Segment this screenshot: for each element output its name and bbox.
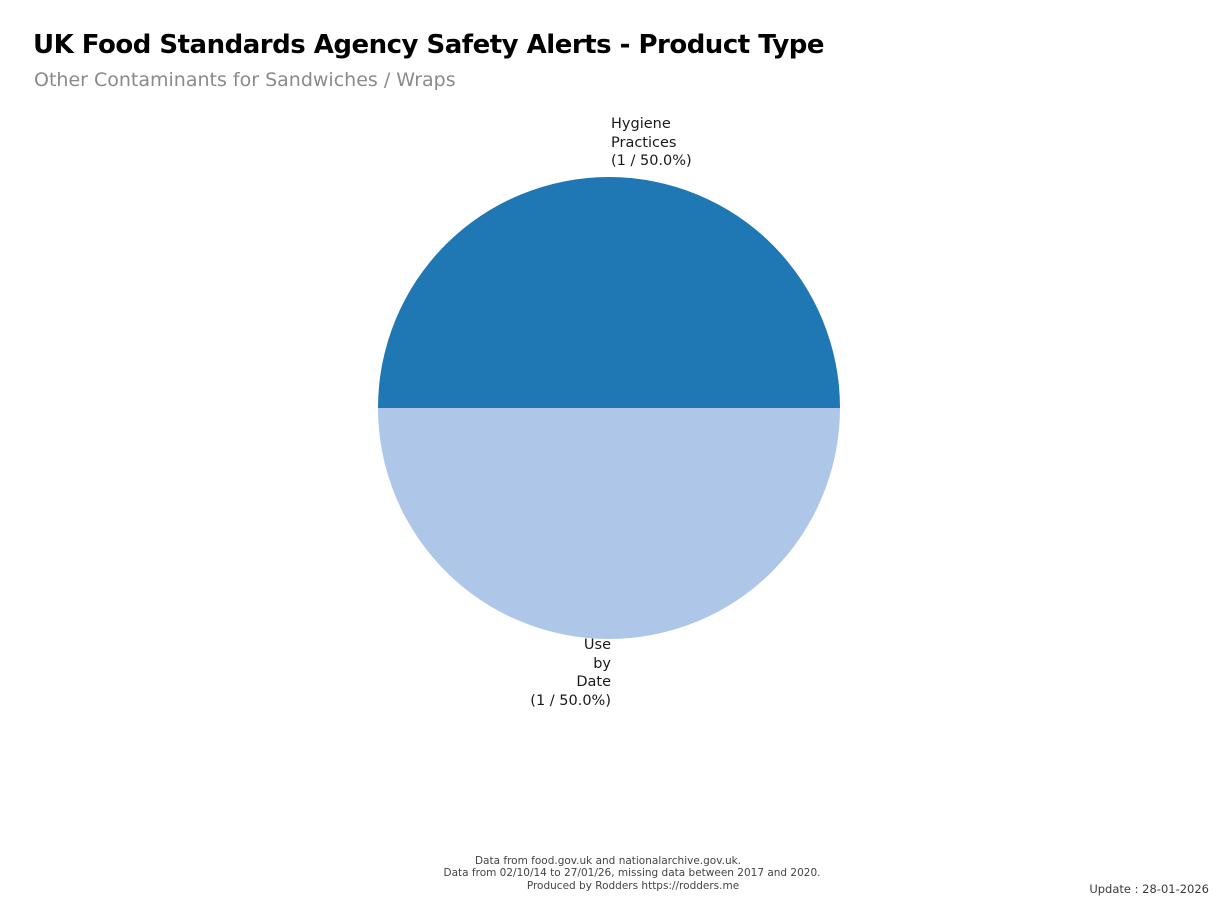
chart-subtitle: Other Contaminants for Sandwiches / Wrap… <box>34 69 456 91</box>
pie-slice-hygiene-practices <box>378 177 840 408</box>
pie-chart <box>378 177 840 639</box>
footer-data-source: Data from food.gov.uk and nationalarchiv… <box>474 855 742 867</box>
chart-title: UK Food Standards Agency Safety Alerts -… <box>33 30 825 60</box>
footer-data-range: Data from 02/10/14 to 27/01/26, missing … <box>443 867 821 879</box>
pie-label-use-by-date: Use by Date (1 / 50.0%) <box>530 637 611 709</box>
footer-credit: Produced by Rodders https://rodders.me <box>526 880 740 892</box>
pie-slice-use-by-date <box>378 408 840 639</box>
pie-label-hygiene-practices: Hygiene Practices (1 / 50.0%) <box>611 116 692 170</box>
update-date: Update : 28-01-2026 <box>1089 882 1209 896</box>
